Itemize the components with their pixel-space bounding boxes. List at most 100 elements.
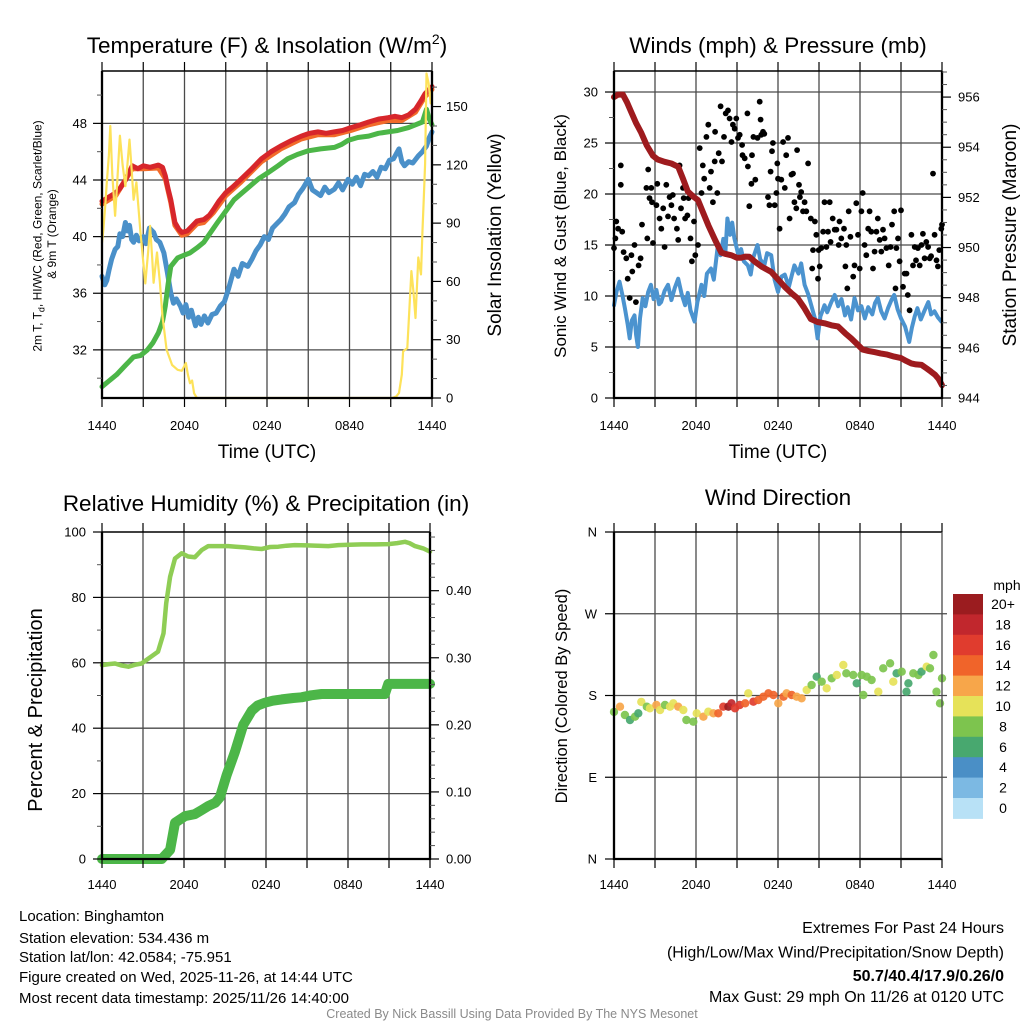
y-tick-label-left: 5 [591,340,598,355]
y-tick-label-right: 30 [446,332,460,347]
series [609,650,947,726]
gust-point [619,228,626,235]
gust-point [850,273,857,280]
max-gust: Max Gust: 29 mph On 11/26 at 0120 UTC [709,989,1004,1006]
gust-point [859,190,866,196]
gust-point [706,185,713,191]
direction-point [637,697,646,707]
gust-point [701,175,708,182]
gust-point [793,205,800,212]
humidity-chart-title: Relative Humidity (%) & Precipitation (i… [63,491,469,516]
gust-point [838,235,845,242]
colorbar-label: 16 [995,637,1011,653]
colorbar-swatch [953,736,983,758]
gust-point [906,307,913,314]
gust-point [643,185,650,191]
gust-point [820,228,826,235]
colorbar-swatch [953,594,983,615]
gust-point [692,252,699,259]
gust-point [841,225,847,232]
gust-point [695,242,701,248]
winds-chart-title: Winds (mph) & Pressure (mb) [629,33,927,58]
chart-layer: 1440 2040 0240 0840 144032364044480306090120… [64,62,1021,892]
gust-point [765,194,771,201]
gust-point [921,255,928,262]
gust-point [776,225,783,232]
grid [102,71,432,398]
gust-point [660,205,667,212]
gust-point [874,215,881,222]
gust-point [885,262,892,269]
gust-point [715,150,722,157]
ylabel-text: 2m T, T [31,311,45,351]
series-temp-2m-line [99,84,435,235]
gust-point [936,247,943,254]
gust-point [794,147,800,154]
extremes-summary: Extremes For Past 24 Hours (High/Low/Max… [667,920,1004,1006]
gust-point [757,116,764,123]
gust-point [866,208,873,215]
direction-point [879,664,888,673]
gust-point [654,180,661,187]
gust-point [918,242,925,248]
gust-point [930,170,936,177]
direction-point [849,670,858,680]
gust-point [629,268,636,275]
direction-point [897,667,906,676]
gust-point [669,192,676,198]
station-elevation: Station elevation: 534.436 m [19,930,209,947]
station-location: Location: Binghamton [19,908,164,925]
direction-point [925,664,935,673]
gust-point [847,233,854,240]
gust-point [771,202,778,209]
axes: 1440 2040 0240 0840 14400204060801000.000.10… [64,523,471,892]
colorbar-swatch [953,777,983,799]
gust-point [769,148,775,155]
x-tick-label: 1440 [416,877,445,892]
gust-point [818,245,825,252]
gust-point [684,212,691,219]
gust-point [853,200,860,207]
title-text: Temperature (F) & Insolation (W/m [87,33,432,58]
gust-point [898,207,904,214]
gust-point [785,135,791,141]
direction-point [889,677,898,686]
gust-point [748,180,755,187]
gust-point [708,168,714,175]
direction-point [822,684,831,693]
temperature-chart-title: Temperature (F) & Insolation (W/m2) [87,31,447,58]
gust-point [744,110,751,117]
gust-point [925,244,931,250]
x-tick-label: 1440 [418,418,447,433]
y-tick-label-left: 36 [73,286,87,301]
colorbar-swatch [953,696,983,717]
gust-point [809,265,816,272]
colorbar-swatch [953,614,983,636]
gust-point [767,168,774,175]
gust-point [815,275,821,282]
gust-point [855,231,861,238]
gust-point [626,295,633,301]
gust-point [671,215,677,222]
humidity-chart: 1440 2040 0240 0840 14400204060801000.000.10… [64,523,471,892]
gust-point [825,228,831,235]
gust-point [871,248,878,255]
x-tick-label: 0840 [335,418,364,433]
gust-point [623,255,630,262]
title-text-end: ) [440,33,448,58]
y-tick-label-left: 25 [584,136,598,151]
x-tick-label: 0840 [334,877,363,892]
gust-point [876,237,883,243]
gust-point [741,155,748,162]
gust-point [935,263,941,270]
x-tick-label: 2040 [682,877,711,892]
gust-point [895,235,901,242]
gust-point [833,226,840,233]
gust-point [913,257,919,264]
gust-point [770,140,776,146]
gust-point [801,199,808,206]
direction-point [902,687,911,696]
gust-point [790,170,796,177]
colorbar-title: mph [993,577,1020,593]
gust-point [620,249,627,256]
